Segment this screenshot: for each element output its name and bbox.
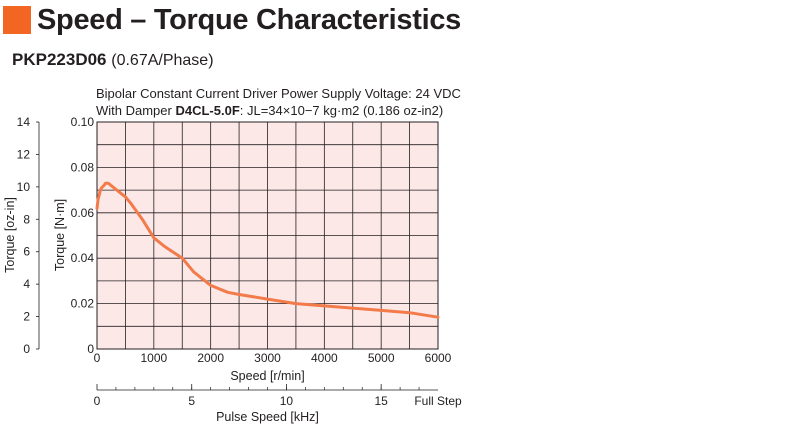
- pulse-tick-label: 10: [280, 394, 294, 408]
- condition-line-2: With Damper D4CL-5.0F: JL=34×10−7 kg·m2 …: [96, 103, 443, 118]
- oz-in-tick-label: 2: [23, 310, 30, 324]
- y2-axis-label: Torque [oz-in]: [3, 197, 17, 273]
- y-tick-label: 0.04: [71, 251, 95, 265]
- x-tick-label: 0: [94, 351, 101, 365]
- x-tick-label: 2000: [197, 351, 224, 365]
- x-tick-label: 4000: [311, 351, 338, 365]
- y-tick-label: 0: [87, 342, 94, 356]
- oz-in-tick-label: 4: [23, 277, 30, 291]
- page-title: Speed – Torque Characteristics: [37, 3, 462, 36]
- torque-curve: [95, 181, 440, 319]
- oz-in-tick-label: 0: [23, 342, 30, 356]
- pulse-end-label: Full Step: [414, 394, 462, 408]
- y-tick-label: 0.06: [71, 206, 95, 220]
- y-axis-label: Torque [N·m]: [53, 199, 67, 271]
- damper-model: D4CL-5.0F: [175, 103, 240, 118]
- y-tick-label: 0.08: [71, 160, 95, 174]
- condition-prefix: With Damper: [96, 103, 176, 118]
- y-tick-label: 0.10: [71, 115, 95, 129]
- pulse-tick-label: 15: [374, 394, 388, 408]
- x-tick-label: 5000: [368, 351, 395, 365]
- x-tick-label: 6000: [425, 351, 452, 365]
- model-line: PKP223D06 (0.67A/Phase): [12, 50, 214, 70]
- title-marker-icon: [3, 6, 31, 34]
- y-tick-label: 0.02: [71, 297, 95, 311]
- condition-line-1: Bipolar Constant Current Driver Power Su…: [96, 86, 461, 101]
- pulse-tick-label: 5: [188, 394, 195, 408]
- condition-suffix: : JL=34×10−7 kg·m2 (0.186 oz-in2): [239, 103, 444, 118]
- chart-header: Speed – Torque Characteristics: [3, 4, 461, 36]
- oz-in-tick-label: 8: [23, 212, 30, 226]
- x-tick-label: 1000: [140, 351, 167, 365]
- x-tick-label: 3000: [254, 351, 281, 365]
- oz-in-tick-label: 6: [23, 245, 30, 259]
- plot-frame: [96, 121, 439, 350]
- oz-in-tick-label: 12: [17, 147, 31, 161]
- x-axis-label: Speed [r/min]: [230, 369, 304, 383]
- x2-axis-label: Pulse Speed [kHz]: [216, 410, 319, 424]
- pulse-tick-label: 0: [94, 394, 101, 408]
- oz-in-tick-label: 14: [17, 115, 31, 129]
- model-phase: (0.67A/Phase): [111, 52, 214, 69]
- oz-in-tick-label: 10: [17, 180, 31, 194]
- model-name: PKP223D06: [12, 50, 107, 69]
